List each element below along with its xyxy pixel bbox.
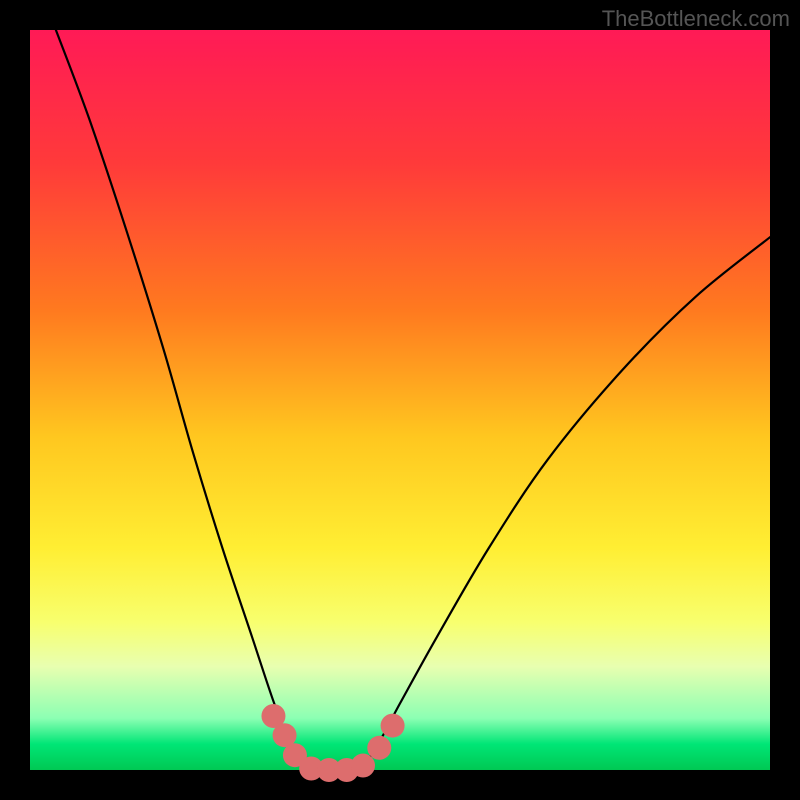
bottleneck-chart [0, 0, 800, 800]
data-dot [381, 714, 405, 738]
chart-container: TheBottleneck.com [0, 0, 800, 800]
data-dot [351, 754, 375, 778]
watermark-text: TheBottleneck.com [602, 6, 790, 32]
plot-background [30, 30, 770, 770]
data-dot [367, 736, 391, 760]
